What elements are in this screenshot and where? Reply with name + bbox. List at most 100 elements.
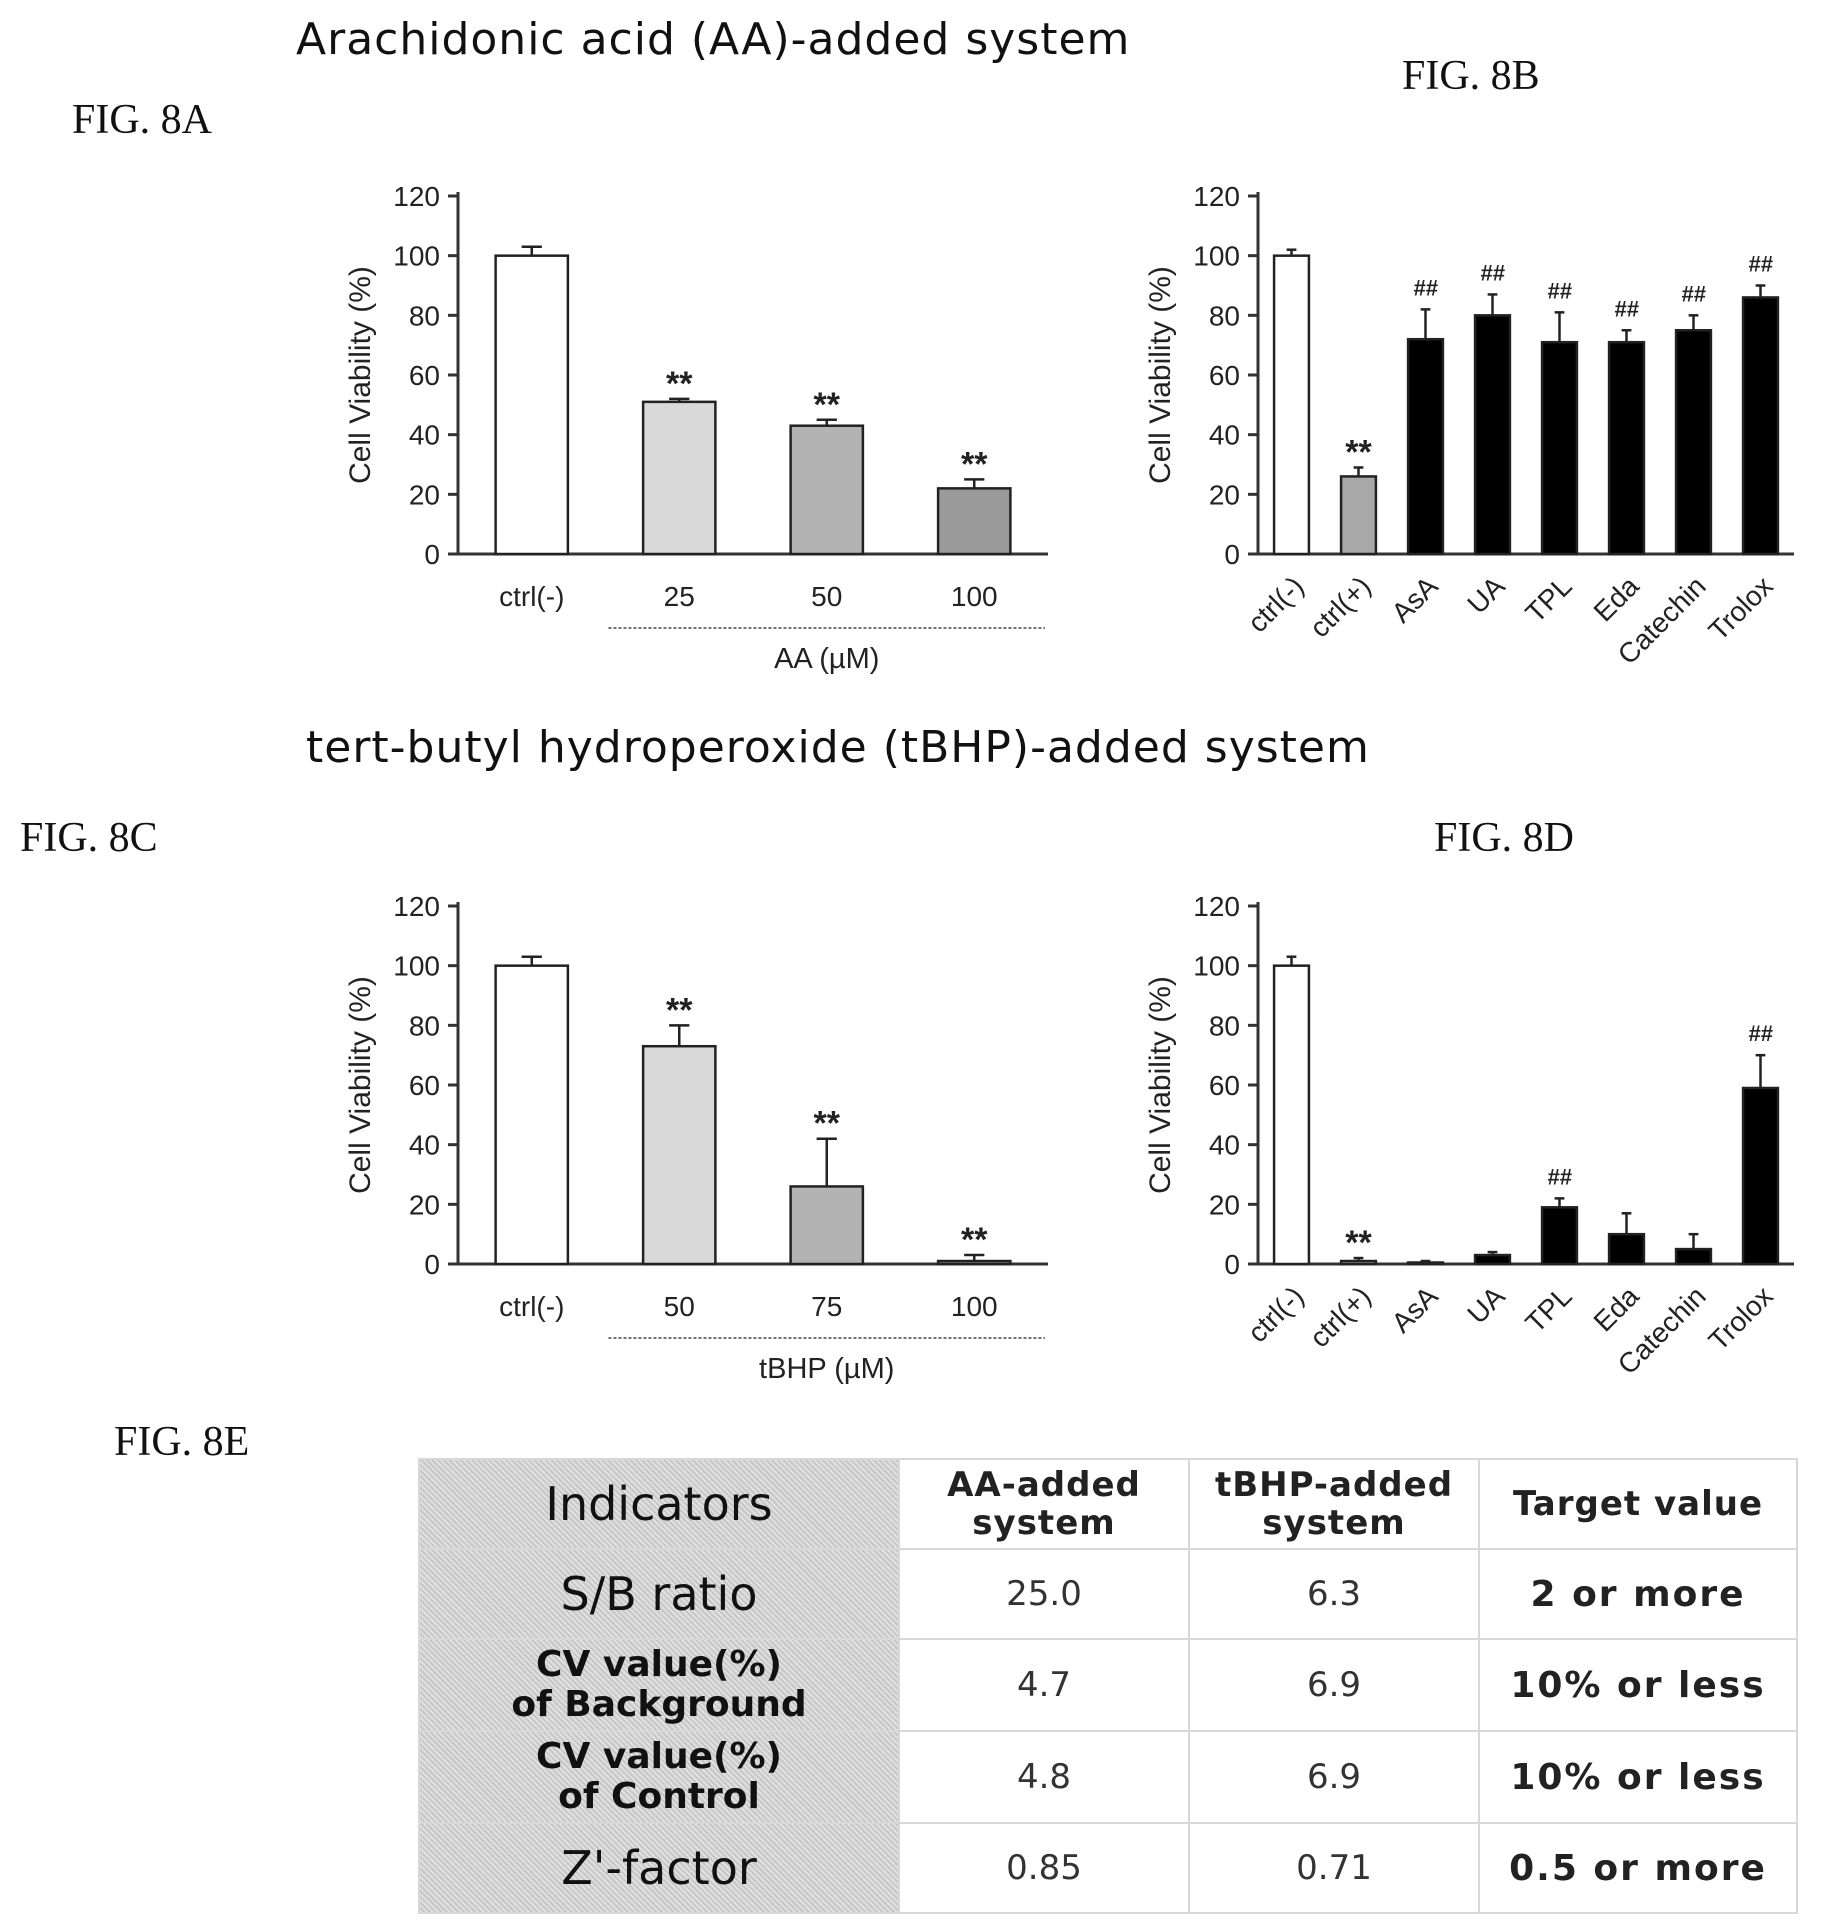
bar xyxy=(936,1259,1012,1266)
header-aa-line2: system xyxy=(972,1503,1116,1543)
group-label: AA (µM) xyxy=(774,643,879,675)
target-value: 10% or less xyxy=(1478,1638,1798,1732)
y-tick-label: 80 xyxy=(409,300,440,331)
y-tick-label: 80 xyxy=(1209,1010,1240,1041)
significance-annotation: ## xyxy=(1614,296,1639,321)
significance-annotation: ## xyxy=(1413,275,1438,300)
significance-annotation: ** xyxy=(814,1105,841,1143)
bar xyxy=(1339,475,1378,556)
x-tick-label: Trolox xyxy=(1703,1280,1779,1356)
y-tick-label: 40 xyxy=(1209,420,1240,451)
bar xyxy=(1607,1232,1646,1266)
y-tick-label: 120 xyxy=(1193,891,1240,922)
y-tick-label: 60 xyxy=(409,1070,440,1101)
bar xyxy=(1272,964,1311,1266)
y-tick-label: 120 xyxy=(1193,181,1240,212)
y-tick-label: 40 xyxy=(1209,1130,1240,1161)
tbhp-value: 6.9 xyxy=(1188,1730,1480,1824)
x-tick-label: AsA xyxy=(1386,570,1444,628)
significance-annotation: ## xyxy=(1681,281,1706,306)
bar xyxy=(641,1044,717,1266)
tbhp-section-title: tert-butyl hydroperoxide (tBHP)-added sy… xyxy=(306,722,1370,773)
tbhp-value: 6.9 xyxy=(1188,1638,1480,1732)
bar xyxy=(1473,314,1512,556)
y-tick-label: 100 xyxy=(1193,951,1240,982)
bar xyxy=(789,1185,865,1266)
bar xyxy=(1406,337,1445,556)
significance-annotation: ## xyxy=(1547,1164,1572,1189)
bar xyxy=(936,487,1012,556)
x-tick-label: TPL xyxy=(1520,1280,1578,1338)
x-tick-label: 100 xyxy=(951,581,998,612)
fig-8a-label: FIG. 8A xyxy=(72,97,213,143)
indicator-line2: of Control xyxy=(558,1776,760,1817)
x-tick-label: ctrl(+) xyxy=(1304,570,1377,643)
significance-annotation: ** xyxy=(666,365,693,403)
x-tick-label: ctrl(-) xyxy=(499,1291,564,1322)
aa-section-title: Arachidonic acid (AA)-added system xyxy=(296,14,1131,65)
x-tick-label: 50 xyxy=(811,581,842,612)
indicator-z-factor: Z'-factor xyxy=(418,1822,900,1914)
y-tick-label: 20 xyxy=(1209,479,1240,510)
indicator-cv-control: CV value(%) of Control xyxy=(418,1730,900,1824)
aa-value: 4.7 xyxy=(898,1638,1190,1732)
y-tick-label: 0 xyxy=(424,1249,440,1280)
significance-annotation: ** xyxy=(1345,433,1372,471)
x-tick-label: 75 xyxy=(811,1291,842,1322)
bar xyxy=(789,424,865,556)
bar xyxy=(1540,340,1579,556)
y-axis-label: Cell Viability (%) xyxy=(1144,976,1177,1194)
y-tick-label: 60 xyxy=(1209,360,1240,391)
x-tick-label: AsA xyxy=(1386,1280,1444,1338)
bar xyxy=(1272,254,1311,556)
indicator-line1: CV value(%) xyxy=(536,1736,782,1777)
chart-8d: Cell Viability (%) 0 20 40 60 80 100 120 ctrl(-)… xyxy=(1144,891,1794,1380)
header-aa-system: AA-added system xyxy=(898,1458,1190,1550)
aa-value: 4.8 xyxy=(898,1730,1190,1824)
target-value: 10% or less xyxy=(1478,1730,1798,1824)
indicator-cv-background: CV value(%) of Background xyxy=(418,1638,900,1732)
bar xyxy=(494,254,570,556)
table-row: CV value(%) of Background 4.7 6.9 10% or… xyxy=(418,1638,1798,1732)
table-header-row: Indicators AA-added system tBHP-added sy… xyxy=(418,1458,1798,1550)
bar xyxy=(1741,1086,1780,1266)
x-tick-label: UA xyxy=(1461,570,1511,620)
table-row: Z'-factor 0.85 0.71 0.5 or more xyxy=(418,1822,1798,1914)
significance-annotation: ** xyxy=(1345,1224,1372,1262)
bar xyxy=(641,400,717,556)
y-tick-label: 100 xyxy=(393,951,440,982)
y-tick-label: 20 xyxy=(409,1189,440,1220)
bar xyxy=(1607,340,1646,556)
group-label: tBHP (µM) xyxy=(759,1353,894,1385)
x-tick-label: ctrl(-) xyxy=(1242,1280,1310,1348)
y-tick-label: 20 xyxy=(409,479,440,510)
y-axis-label: Cell Viability (%) xyxy=(1144,266,1177,484)
table-row: CV value(%) of Control 4.8 6.9 10% or le… xyxy=(418,1730,1798,1824)
significance-annotation: ** xyxy=(961,1221,988,1259)
x-tick-label: UA xyxy=(1461,1280,1511,1330)
x-tick-label: Trolox xyxy=(1703,570,1779,646)
significance-annotation: ** xyxy=(961,445,988,483)
x-tick-label: TPL xyxy=(1520,570,1578,628)
bar xyxy=(494,964,570,1266)
x-tick-label: 25 xyxy=(664,581,695,612)
target-value: 0.5 or more xyxy=(1478,1822,1798,1914)
y-tick-label: 40 xyxy=(409,1130,440,1161)
y-tick-label: 40 xyxy=(409,420,440,451)
significance-annotation: ** xyxy=(666,991,693,1029)
bar xyxy=(1473,1253,1512,1266)
header-target-value: Target value xyxy=(1478,1458,1798,1550)
aa-value: 0.85 xyxy=(898,1822,1190,1914)
y-axis-label: Cell Viability (%) xyxy=(344,266,377,484)
y-tick-label: 0 xyxy=(1224,539,1240,570)
y-tick-label: 100 xyxy=(393,241,440,272)
indicators-table: Indicators AA-added system tBHP-added sy… xyxy=(418,1458,1798,1914)
fig-8e-label: FIG. 8E xyxy=(114,1419,250,1465)
header-indicators: Indicators xyxy=(418,1458,900,1550)
bar xyxy=(1674,1247,1713,1266)
bar xyxy=(1674,329,1713,556)
significance-annotation: ## xyxy=(1547,278,1572,303)
fig-8b-label: FIG. 8B xyxy=(1402,53,1540,99)
x-tick-label: ctrl(+) xyxy=(1304,1280,1377,1353)
y-tick-label: 0 xyxy=(424,539,440,570)
